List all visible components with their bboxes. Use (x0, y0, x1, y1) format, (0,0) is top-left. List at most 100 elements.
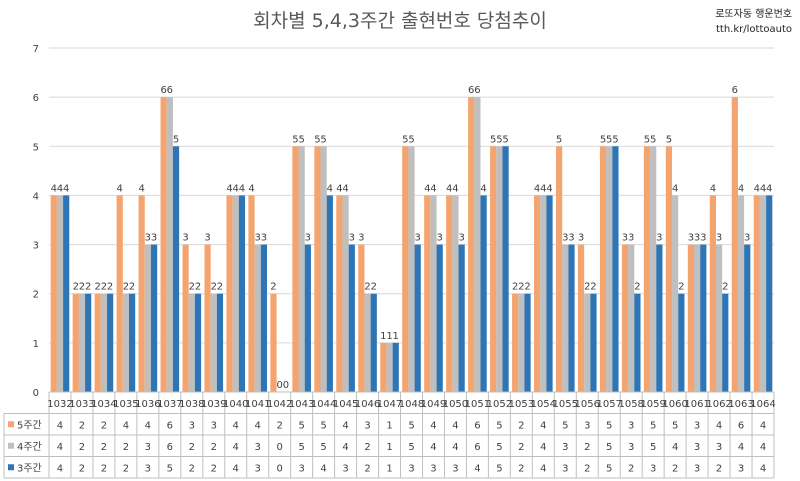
legend-label: 5주간 (17, 420, 42, 432)
bar (621, 244, 629, 392)
table-cell: 4 (760, 442, 766, 453)
bar (232, 195, 239, 392)
table-cell: 5 (606, 442, 612, 453)
data-label: 5 (292, 134, 298, 145)
data-label: 4 (342, 183, 348, 194)
table-cell: 3 (628, 442, 634, 453)
bar (628, 244, 635, 392)
bar (116, 195, 123, 392)
table-cell: 3 (584, 421, 590, 432)
bar (766, 195, 773, 392)
table-cell: 4 (540, 421, 546, 432)
bar (78, 293, 86, 392)
bar (518, 293, 525, 392)
table-cell: 5 (496, 464, 502, 475)
data-label: 2 (722, 282, 728, 293)
data-label: 2 (95, 282, 101, 293)
x-tick-label: 1040 (223, 399, 248, 410)
table-cell: 4 (233, 442, 239, 453)
data-label: 3 (415, 233, 421, 244)
x-tick-label: 1039 (201, 399, 226, 410)
table-cell: 3 (342, 464, 348, 475)
table-cell: 2 (518, 421, 524, 432)
data-label: 4 (51, 183, 57, 194)
table-cell: 4 (452, 442, 458, 453)
table-cell: 4 (716, 421, 722, 432)
table-cell: 5 (650, 442, 656, 453)
table-cell: 2 (101, 442, 107, 453)
table-cell: 2 (79, 464, 85, 475)
data-label: 2 (512, 282, 518, 293)
data-label: 4 (63, 183, 69, 194)
table-cell: 4 (342, 442, 348, 453)
data-label: 5 (666, 134, 672, 145)
bar (210, 293, 217, 392)
table-cell: 6 (167, 442, 173, 453)
table-cell: 3 (716, 442, 722, 453)
bar (138, 195, 145, 392)
data-label: 3 (145, 233, 151, 244)
bar (731, 97, 738, 393)
x-tick-label: 1049 (421, 399, 446, 410)
bar (386, 342, 393, 392)
bar (392, 342, 399, 392)
data-label: 3 (255, 233, 261, 244)
data-label: 0 (283, 380, 289, 391)
table-cell: 2 (364, 442, 370, 453)
data-label: 3 (182, 233, 188, 244)
y-tick-label: 0 (33, 388, 39, 399)
bar (759, 195, 767, 392)
bar (402, 146, 409, 392)
bar (672, 195, 679, 392)
table-cell: 3 (562, 442, 568, 453)
x-tick-label: 1063 (728, 399, 753, 410)
table-cell: 0 (276, 464, 282, 475)
bar (424, 195, 431, 392)
data-label: 2 (371, 282, 377, 293)
data-label: 4 (327, 183, 333, 194)
bar (584, 293, 591, 392)
legend-key (8, 442, 14, 449)
bar (182, 244, 189, 392)
table-cell: 4 (540, 442, 546, 453)
bar (650, 146, 657, 392)
bar (709, 195, 716, 392)
table-cell: 5 (298, 421, 304, 432)
x-tick-label: 1041 (245, 399, 270, 410)
x-tick-label: 1035 (113, 399, 138, 410)
data-label: 5 (600, 134, 606, 145)
bar (502, 146, 509, 392)
table-cell: 6 (474, 442, 480, 453)
bar (122, 293, 129, 392)
table-cell: 5 (320, 421, 326, 432)
data-label: 2 (73, 282, 79, 293)
table-cell: 3 (255, 464, 261, 475)
bar (270, 293, 277, 392)
bar (452, 195, 459, 392)
table-cell: 4 (57, 421, 63, 432)
bar (678, 293, 685, 392)
table-cell: 4 (760, 421, 766, 432)
data-label: 2 (518, 282, 524, 293)
data-label: 2 (590, 282, 596, 293)
table-cell: 5 (298, 442, 304, 453)
bar (342, 195, 349, 392)
data-label: 5 (650, 134, 656, 145)
data-label: 3 (694, 233, 700, 244)
bar (722, 293, 729, 392)
table-cell: 2 (123, 464, 129, 475)
data-label: 4 (226, 183, 232, 194)
table-cell: 2 (364, 464, 370, 475)
table-cell: 2 (189, 442, 195, 453)
table-cell: 4 (474, 464, 480, 475)
data-label: 2 (364, 282, 370, 293)
x-tick-label: 1050 (443, 399, 468, 410)
bar (568, 244, 575, 392)
bar (590, 293, 597, 392)
table-cell: 2 (189, 464, 195, 475)
data-label: 4 (540, 183, 546, 194)
data-label: 4 (766, 183, 772, 194)
y-tick-label: 4 (33, 191, 39, 202)
bar (358, 244, 365, 392)
y-tick-label: 1 (33, 339, 39, 350)
